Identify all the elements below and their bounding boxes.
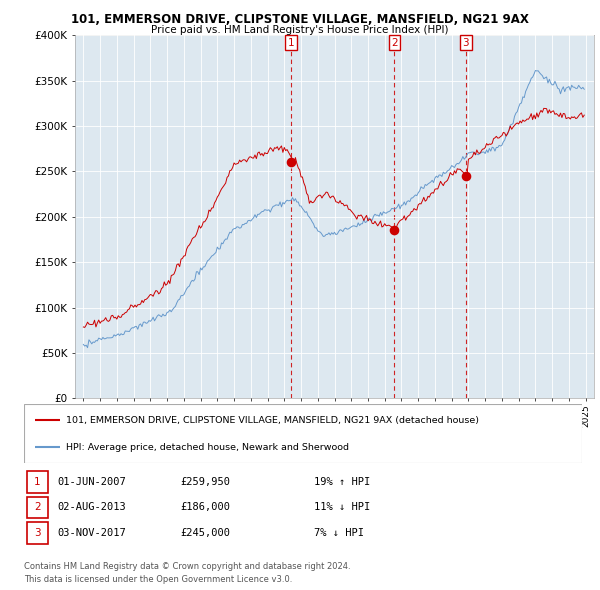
Text: £245,000: £245,000 [180,528,230,538]
Text: 2: 2 [34,503,41,512]
Text: Price paid vs. HM Land Registry's House Price Index (HPI): Price paid vs. HM Land Registry's House … [151,25,449,35]
Text: 101, EMMERSON DRIVE, CLIPSTONE VILLAGE, MANSFIELD, NG21 9AX (detached house): 101, EMMERSON DRIVE, CLIPSTONE VILLAGE, … [66,415,479,425]
Point [461,171,470,181]
Text: £259,950: £259,950 [180,477,230,487]
Text: This data is licensed under the Open Government Licence v3.0.: This data is licensed under the Open Gov… [24,575,292,584]
Text: 01-JUN-2007: 01-JUN-2007 [58,477,126,487]
Text: HPI: Average price, detached house, Newark and Sherwood: HPI: Average price, detached house, Newa… [66,442,349,452]
Text: 3: 3 [34,528,41,538]
Text: Contains HM Land Registry data © Crown copyright and database right 2024.: Contains HM Land Registry data © Crown c… [24,562,350,571]
Text: 2: 2 [391,38,398,48]
Text: 02-AUG-2013: 02-AUG-2013 [58,503,126,512]
Bar [27,522,48,544]
Text: 03-NOV-2017: 03-NOV-2017 [58,528,126,538]
Point [287,158,296,167]
Text: 11% ↓ HPI: 11% ↓ HPI [314,503,370,512]
Bar [27,471,48,493]
Text: 19% ↑ HPI: 19% ↑ HPI [314,477,370,487]
Text: 101, EMMERSON DRIVE, CLIPSTONE VILLAGE, MANSFIELD, NG21 9AX: 101, EMMERSON DRIVE, CLIPSTONE VILLAGE, … [71,13,529,26]
Text: 3: 3 [462,38,469,48]
Bar [27,497,48,518]
Text: 7% ↓ HPI: 7% ↓ HPI [314,528,364,538]
Point [389,225,399,234]
Text: 1: 1 [34,477,41,487]
Text: 1: 1 [288,38,295,48]
Text: £186,000: £186,000 [180,503,230,512]
